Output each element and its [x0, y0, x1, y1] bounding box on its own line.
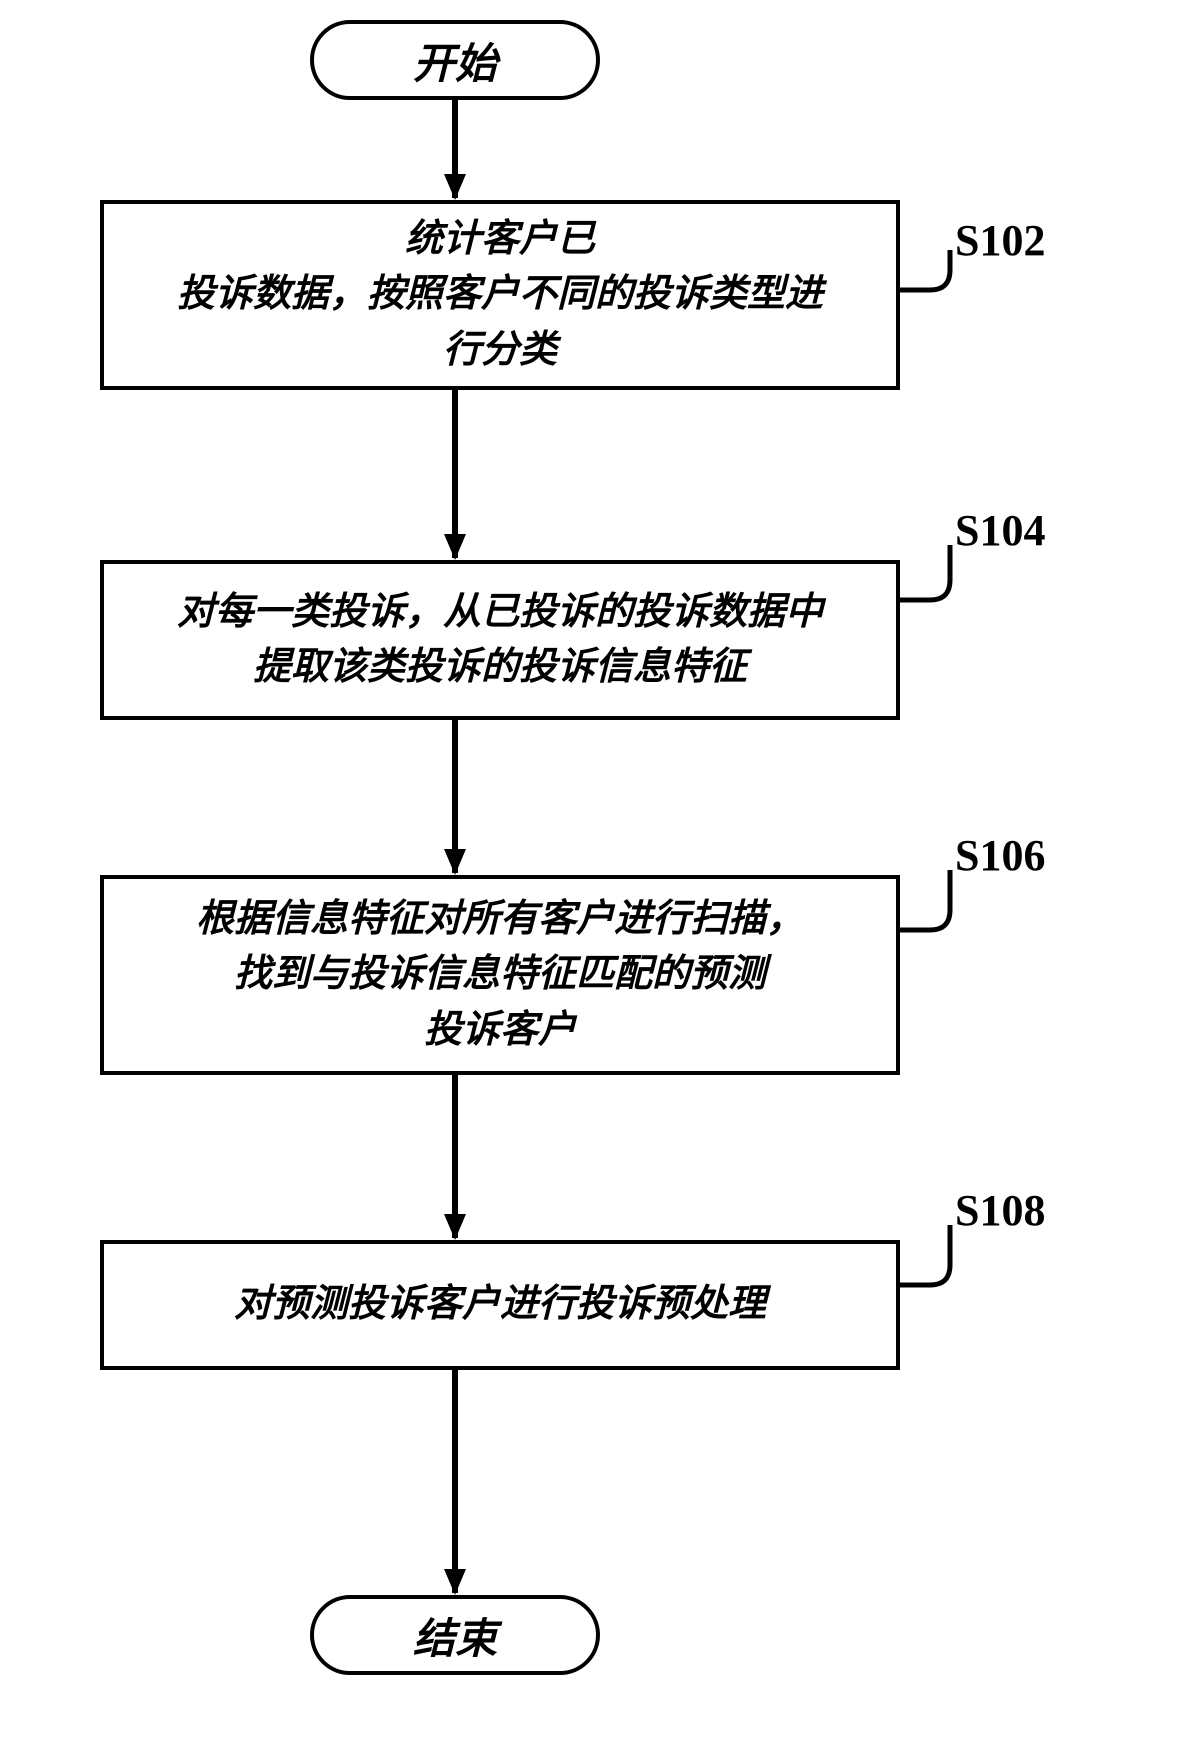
flowchart-end-node: 结束: [310, 1595, 600, 1675]
flowchart-step-s102: 统计客户已投诉数据，按照客户不同的投诉类型进行分类: [100, 200, 900, 390]
step-label-s108: S108: [955, 1185, 1045, 1236]
flowchart-step-s106: 根据信息特征对所有客户进行扫描，找到与投诉信息特征匹配的预测投诉客户: [100, 875, 900, 1075]
flowchart-step-s108: 对预测投诉客户进行投诉预处理: [100, 1240, 900, 1370]
s106-text: 根据信息特征对所有客户进行扫描，找到与投诉信息特征匹配的预测投诉客户: [196, 892, 804, 1057]
s108-text: 对预测投诉客户进行投诉预处理: [234, 1277, 766, 1332]
step-label-s102: S102: [955, 215, 1045, 266]
connector-s106: [900, 870, 950, 930]
start-label: 开始: [413, 30, 497, 91]
connector-s104: [900, 545, 950, 600]
end-label: 结束: [413, 1605, 497, 1666]
connector-s102: [900, 250, 950, 290]
connector-s108: [900, 1225, 950, 1285]
flowchart-start-node: 开始: [310, 20, 600, 100]
flowchart-step-s104: 对每一类投诉，从已投诉的投诉数据中提取该类投诉的投诉信息特征: [100, 560, 900, 720]
s104-text: 对每一类投诉，从已投诉的投诉数据中提取该类投诉的投诉信息特征: [177, 585, 823, 695]
step-label-s104: S104: [955, 505, 1045, 556]
step-label-s106: S106: [955, 830, 1045, 881]
s102-text: 统计客户已投诉数据，按照客户不同的投诉类型进行分类: [177, 212, 823, 377]
